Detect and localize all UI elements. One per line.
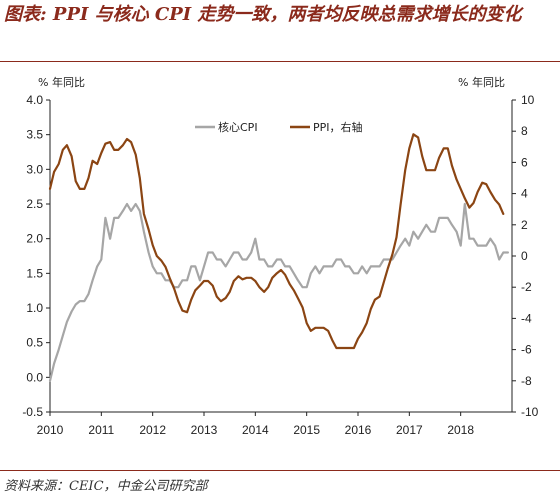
right-tick-label: -4 [521, 311, 532, 325]
left-tick-label: 1.5 [26, 266, 43, 280]
right-tick-label: -2 [521, 280, 532, 294]
left-tick-label: 0.0 [26, 370, 43, 384]
left-tick-label: 3.5 [26, 128, 43, 142]
right-tick-label: 6 [521, 155, 528, 169]
x-tick-label: 2016 [345, 423, 372, 437]
right-tick-label: -8 [521, 374, 532, 388]
right-tick-label: -6 [521, 343, 532, 357]
left-tick-label: 2.0 [26, 232, 43, 246]
chart-title: 图表: PPI 与核心 CPI 走势一致，两者均反映总需求增长的变化 [4, 4, 522, 25]
left-tick-label: -0.5 [22, 405, 43, 419]
left-tick-label: 3.0 [26, 162, 43, 176]
chart-axes: % 年同比 % 年同比 4.0 3.5 3.0 2.5 2.0 1.5 1.0 0.5 0.0 -0.… [22, 75, 538, 437]
x-tick-label: 2010 [37, 423, 64, 437]
right-tick-label: 0 [521, 249, 528, 263]
right-tick-label: -10 [521, 405, 539, 419]
source-divider [0, 470, 560, 471]
title-divider [0, 61, 560, 62]
right-tick-label: 10 [521, 93, 535, 107]
source-note: 资料来源：CEIC，中金公司研究部 [4, 479, 208, 494]
x-tick-label: 2011 [88, 423, 114, 437]
core-cpi-line [48, 202, 509, 382]
line-chart: % 年同比 % 年同比 4.0 3.5 3.0 2.5 2.0 1.5 1.0 0.5 0.0 -0.… [22, 75, 538, 437]
left-tick-label: 0.5 [26, 336, 43, 350]
left-tick-label: 4.0 [26, 93, 43, 107]
x-tick-label: 2017 [396, 423, 423, 437]
x-tick-label: 2015 [293, 423, 320, 437]
right-tick-label: 8 [521, 124, 528, 138]
legend-item-ppi-label: PPI，右轴 [313, 120, 363, 134]
left-axis-unit: % 年同比 [38, 75, 85, 89]
x-tick-label: 2014 [242, 423, 269, 437]
right-axis-unit: % 年同比 [458, 75, 505, 89]
left-tick-label: 2.5 [26, 197, 43, 211]
left-tick-label: 1.0 [26, 301, 43, 315]
right-tick-label: 4 [521, 187, 528, 201]
x-tick-label: 2013 [191, 423, 218, 437]
ppi-line [48, 133, 505, 350]
right-tick-label: 2 [521, 218, 528, 232]
chart-legend: 核心CPI PPI，右轴 [195, 120, 363, 134]
x-tick-label: 2018 [447, 423, 474, 437]
x-tick-label: 2012 [139, 423, 166, 437]
series-layer [48, 133, 509, 382]
legend-item-core-cpi-label: 核心CPI [218, 120, 258, 134]
